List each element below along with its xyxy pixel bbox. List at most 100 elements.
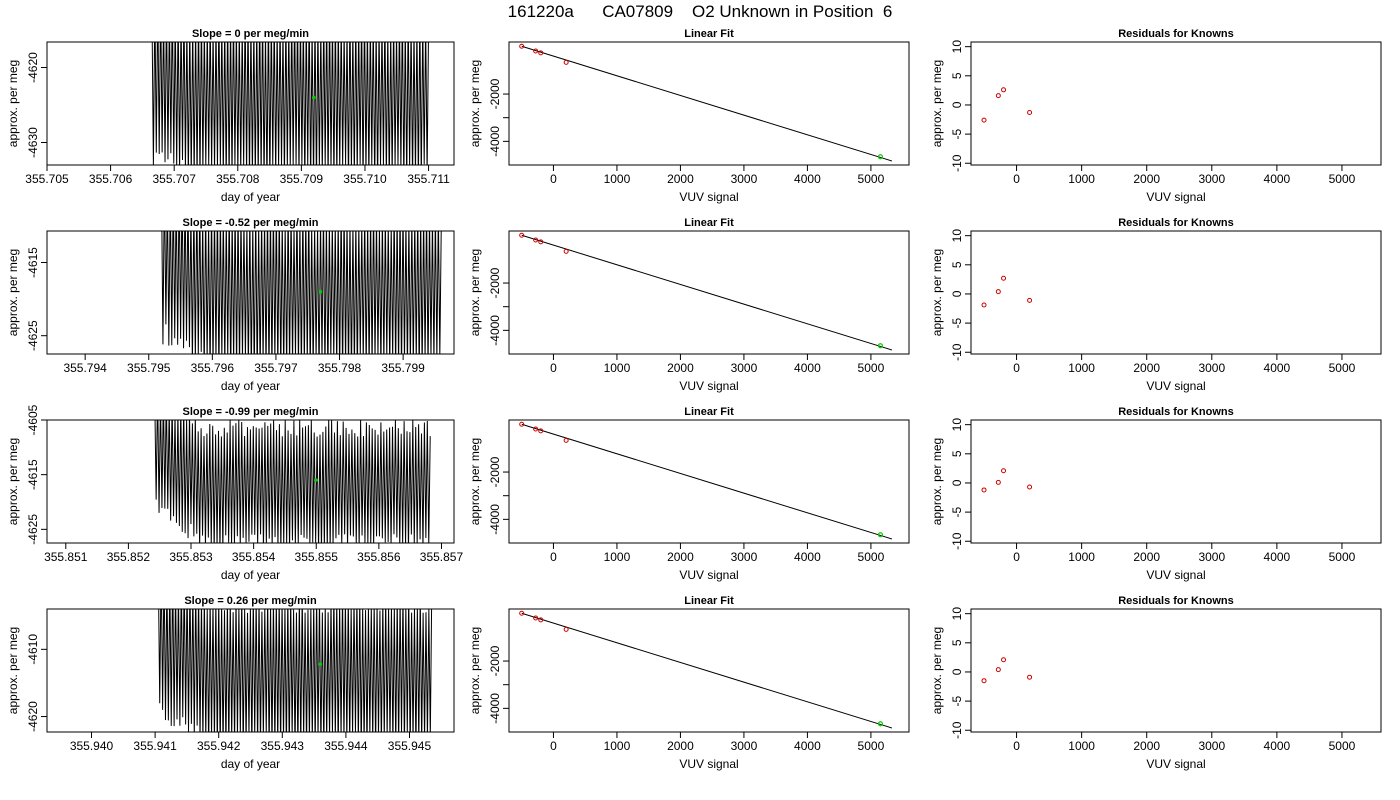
x-axis-label: VUV signal	[1146, 190, 1205, 204]
x-tick-label: 0	[550, 739, 557, 753]
y-tick-label: 0	[950, 290, 964, 297]
x-tick-label: 3000	[731, 550, 758, 564]
residual-point	[1027, 674, 1033, 680]
residual-point	[1001, 657, 1007, 663]
x-axis-label: VUV signal	[679, 568, 738, 582]
x-tick-label: 2000	[1133, 550, 1160, 564]
x-tick-label: 3000	[1198, 550, 1225, 564]
x-axis-label: day of year	[221, 568, 280, 582]
y-axis-label: approx. per meg	[930, 249, 944, 336]
x-tick-label: 2000	[1133, 361, 1160, 375]
plot-area	[981, 87, 1033, 123]
known-point	[563, 59, 569, 65]
y-axis-label: approx. per meg	[930, 438, 944, 525]
unknown-marker	[318, 289, 323, 294]
x-tick-label: 1000	[604, 550, 631, 564]
x-tick-label: 1000	[1068, 739, 1095, 753]
panel-residual-3: Residuals for Knowns 0 1000 2000 3000 4000 500…	[930, 406, 1382, 582]
unknown-marker	[312, 95, 316, 100]
x-tick-label: 4000	[794, 361, 821, 375]
plot-area	[519, 232, 893, 351]
plot-area	[981, 468, 1033, 493]
x-tick-label: 355.707	[152, 172, 196, 186]
x-axis-label: VUV signal	[1146, 568, 1205, 582]
x-tick-label: 0	[1013, 172, 1020, 186]
y-axis-label: approx. per meg	[6, 438, 20, 525]
panel-signal-3: Slope = -0.99 per meg/min 355.851 355.852 3…	[6, 404, 464, 582]
panel-signal-2: Slope = -0.52 per meg/min 355.794 355.795 3…	[6, 217, 455, 393]
y-tick-label: -2000	[488, 78, 502, 109]
x-tick-label: 3000	[1198, 361, 1225, 375]
y-tick-label: -4000	[488, 315, 502, 346]
panel-linear-1: Linear Fit 0 1000 2000 3000 4000 5000 VUV signa…	[468, 28, 910, 204]
residual-point	[1001, 468, 1007, 474]
x-axis-label: VUV signal	[1146, 379, 1205, 393]
panel-title: Residuals for Knowns	[1118, 406, 1234, 418]
x-tick-label: 5000	[1329, 172, 1356, 186]
panel-title: Linear Fit	[684, 217, 734, 229]
panel-title: Residuals for Knowns	[1118, 217, 1234, 229]
y-tick-label: -4625	[26, 514, 40, 545]
x-tick-label: 355.797	[254, 361, 298, 375]
known-point	[533, 48, 539, 54]
x-tick-label: 5000	[1329, 739, 1356, 753]
unknown-marker	[314, 478, 319, 482]
panel-title: Linear Fit	[684, 406, 734, 418]
x-tick-label: 0	[550, 172, 557, 186]
x-tick-label: 355.705	[25, 172, 69, 186]
x-tick-label: 2000	[1133, 172, 1160, 186]
known-point	[519, 232, 525, 238]
y-axis-label: approx. per meg	[468, 249, 482, 336]
x-tick-label: 2000	[667, 550, 694, 564]
plot-area	[519, 421, 893, 540]
unknown-point	[877, 721, 884, 727]
panel-title: Residuals for Knowns	[1118, 595, 1234, 607]
plot-area	[158, 609, 433, 732]
fit-line	[521, 45, 893, 162]
plot-area	[161, 231, 442, 354]
x-tick-label: 355.798	[318, 361, 362, 375]
known-point	[533, 615, 539, 621]
residual-point	[995, 289, 1001, 295]
plot-frame	[508, 419, 910, 544]
y-tick-label: 10	[950, 607, 964, 621]
x-tick-label: 355.794	[63, 361, 107, 375]
known-point	[563, 626, 569, 632]
x-tick-label: 3000	[1198, 739, 1225, 753]
known-point	[563, 437, 569, 443]
x-tick-label: 355.709	[280, 172, 324, 186]
x-tick-label: 355.708	[216, 172, 260, 186]
x-tick-label: 3000	[731, 739, 758, 753]
figure-title: 161220a CA07809 O2 Unknown in Position 6	[507, 2, 893, 21]
x-axis-label: day of year	[221, 190, 280, 204]
y-tick-label: -5	[950, 695, 964, 706]
x-tick-label: 355.857	[420, 550, 464, 564]
x-tick-label: 4000	[1264, 550, 1291, 564]
x-tick-label: 355.852	[107, 550, 151, 564]
x-tick-label: 3000	[731, 172, 758, 186]
plot-area	[981, 657, 1033, 684]
y-tick-label: -10	[950, 343, 964, 361]
x-tick-label: 355.944	[324, 739, 368, 753]
x-tick-label: 5000	[1329, 361, 1356, 375]
panel-residual-1: Residuals for Knowns 0 1000 2000 3000 4000 500…	[930, 28, 1382, 204]
plot-frame	[508, 608, 910, 733]
residual-point	[1027, 484, 1033, 490]
x-tick-label: 4000	[794, 739, 821, 753]
fit-line	[521, 234, 893, 351]
plot-area	[151, 42, 429, 165]
x-tick-label: 5000	[858, 172, 885, 186]
known-point	[533, 426, 539, 432]
x-tick-label: 355.710	[343, 172, 387, 186]
y-tick-label: 5	[950, 450, 964, 457]
x-axis-label: VUV signal	[679, 757, 738, 771]
x-tick-label: 0	[550, 550, 557, 564]
y-tick-label: -4630	[26, 127, 40, 158]
x-axis-label: day of year	[221, 379, 280, 393]
y-tick-label: 0	[950, 479, 964, 486]
x-tick-label: 3000	[731, 361, 758, 375]
panel-title: Slope = 0.26 per meg/min	[184, 595, 317, 607]
y-tick-label: -5	[950, 506, 964, 517]
x-tick-label: 4000	[1264, 361, 1291, 375]
